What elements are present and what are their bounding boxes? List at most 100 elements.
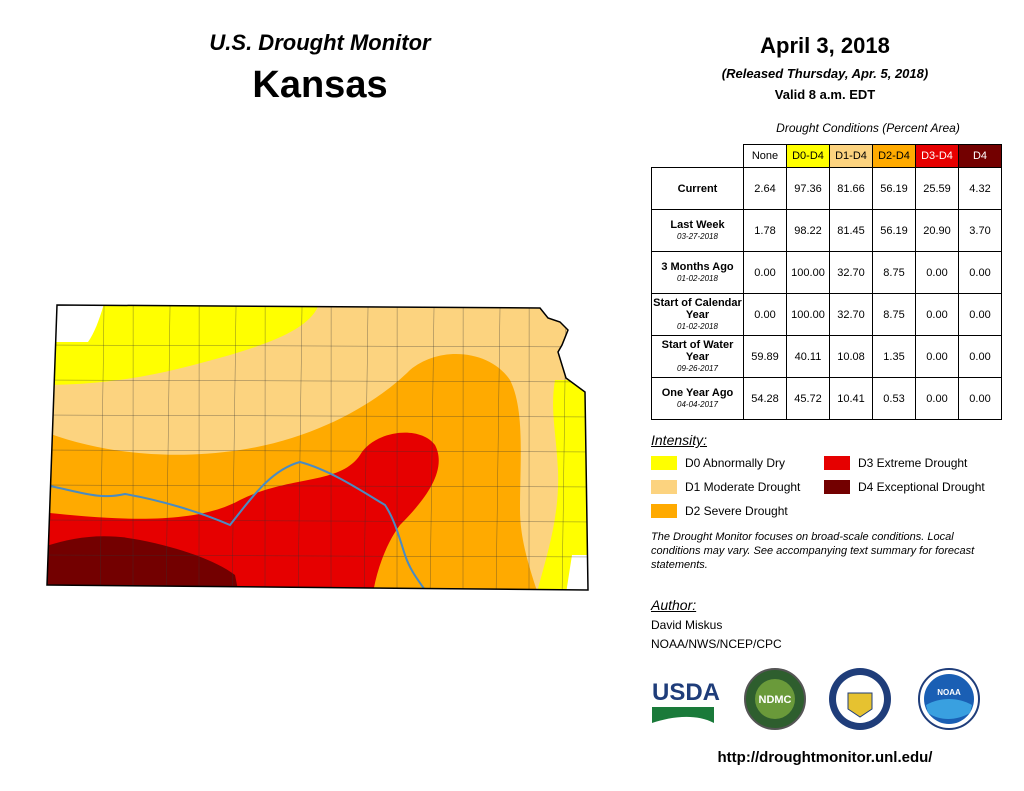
row-date: 01-02-2018 xyxy=(677,321,718,331)
value-cell: 1.35 xyxy=(872,335,916,378)
data-row: Last Week 03-27-2018 1.78 98.22 81.45 56.19 20… xyxy=(651,209,1002,252)
legend-item: D4 Exceptional Drought xyxy=(824,480,985,494)
value-cell: 3.70 xyxy=(958,209,1002,252)
legend-item: D1 Moderate Drought xyxy=(651,480,800,494)
column-header: None xyxy=(743,144,787,168)
legend-label: D2 Severe Drought xyxy=(685,504,788,518)
note: The Drought Monitor focuses on broad-sca… xyxy=(651,531,975,571)
table-caption: Drought Conditions (Percent Area) xyxy=(776,121,960,135)
data-row: Start of Water Year 09-26-2017 59.89 40.11 1… xyxy=(651,335,1002,378)
legend-swatch xyxy=(651,480,677,494)
state-title: Kansas xyxy=(252,64,388,106)
value-cell: 25.59 xyxy=(915,167,959,210)
value-cell: 56.19 xyxy=(872,167,916,210)
author-name: David Miskus xyxy=(651,618,723,632)
county-line xyxy=(47,379,588,383)
row-label: Start of Water Year xyxy=(661,338,734,363)
row-label: Start of Calendar Year xyxy=(653,296,742,321)
noaa-logo: NOAA xyxy=(918,668,980,730)
value-cell: 54.28 xyxy=(743,377,787,420)
value-cell: 81.45 xyxy=(829,209,873,252)
value-cell: 4.32 xyxy=(958,167,1002,210)
county-line xyxy=(495,305,501,590)
state-outline xyxy=(46,304,589,591)
header-row: None D0-D4 D1-D4 D2-D4 D3-D4 D4 xyxy=(652,144,1002,168)
no-drought-se xyxy=(565,555,588,590)
county-line xyxy=(47,344,588,348)
data-row: One Year Ago 04-04-2017 54.28 45.72 10.41 0.5… xyxy=(651,377,1002,420)
row-label: 3 Months Ago xyxy=(661,260,734,273)
value-cell: 0.00 xyxy=(915,377,959,420)
value-cell: 0.53 xyxy=(872,377,916,420)
map xyxy=(46,304,589,591)
value-cell: 32.70 xyxy=(829,251,873,294)
value-cell: 100.00 xyxy=(786,293,830,336)
ndmc-text: NDMC xyxy=(759,694,792,706)
county-line xyxy=(165,305,171,590)
value-cell: 0.00 xyxy=(743,251,787,294)
legend-item: D2 Severe Drought xyxy=(651,504,788,518)
doc-logo xyxy=(829,668,891,730)
d4-area xyxy=(47,536,240,590)
data-row: Start of Calendar Year 01-02-2018 0.00 100.… xyxy=(651,293,1002,336)
value-cell: 0.00 xyxy=(915,293,959,336)
row-label: One Year Ago xyxy=(661,386,734,399)
column-header: D4 xyxy=(958,144,1002,168)
value-cell: 10.41 xyxy=(829,377,873,420)
release-date: (Released Thursday, Apr. 5, 2018) xyxy=(721,66,929,81)
value-cell: 100.00 xyxy=(786,251,830,294)
d0-area xyxy=(47,305,320,385)
value-cell: 1.78 xyxy=(743,209,787,252)
value-cell: 81.66 xyxy=(829,167,873,210)
program-title: U.S. Drought Monitor xyxy=(209,30,431,55)
value-cell: 2.64 xyxy=(743,167,787,210)
row-date: 04-04-2017 xyxy=(677,399,718,409)
value-cell: 10.08 xyxy=(829,335,873,378)
county-line xyxy=(231,305,237,590)
legend-swatch xyxy=(651,504,677,518)
value-cell: 32.70 xyxy=(829,293,873,336)
row-label-cell: Start of Calendar Year 01-02-2018 xyxy=(651,293,744,336)
noaa-wave xyxy=(926,699,972,719)
usda-text: USDA xyxy=(652,679,720,706)
noaa-text: NOAA xyxy=(937,688,961,697)
doc-shield xyxy=(847,692,873,718)
d0-area-east xyxy=(535,380,588,590)
row-date: 01-02-2018 xyxy=(677,273,718,283)
county-line xyxy=(47,589,588,590)
row-date: 03-27-2018 xyxy=(677,231,718,241)
county-line xyxy=(47,519,588,523)
county-line xyxy=(47,554,588,558)
value-cell: 59.89 xyxy=(743,335,787,378)
logos: USDA NDMC NOAA xyxy=(652,668,980,730)
county-line xyxy=(297,305,303,590)
url[interactable]: http://droughtmonitor.unl.edu/ xyxy=(717,749,933,766)
row-label-cell: Start of Water Year 09-26-2017 xyxy=(651,335,744,378)
column-header: D0-D4 xyxy=(786,144,830,168)
value-cell: 0.00 xyxy=(915,251,959,294)
column-header: D2-D4 xyxy=(872,144,916,168)
legend-label: D0 Abnormally Dry xyxy=(685,456,786,470)
legend-item: D0 Abnormally Dry xyxy=(651,456,785,470)
legend-swatch xyxy=(651,456,677,470)
drought-areas xyxy=(47,305,588,590)
value-cell: 8.75 xyxy=(872,293,916,336)
row-label: Current xyxy=(677,182,718,195)
legend-swatch xyxy=(824,480,850,494)
conditions-table: None D0-D4 D1-D4 D2-D4 D3-D4 D4 Current 2.64 97.… xyxy=(651,144,1002,420)
value-cell: 0.00 xyxy=(958,251,1002,294)
date-title: April 3, 2018 xyxy=(760,33,890,58)
author-org: NOAA/NWS/NCEP/CPC xyxy=(651,637,782,651)
data-row: Current 2.64 97.36 81.66 56.19 25.59 4.32 xyxy=(651,167,1002,210)
row-label-cell: Current xyxy=(651,167,744,210)
arkansas-river xyxy=(49,460,426,590)
usda-logo: USDA xyxy=(652,679,720,723)
county-line xyxy=(47,449,588,453)
ndmc-center xyxy=(755,679,795,719)
author-title: Author: xyxy=(651,597,697,613)
corner-cell xyxy=(652,145,744,168)
column-header: D3-D4 xyxy=(915,144,959,168)
value-cell: 45.72 xyxy=(786,377,830,420)
county-lines xyxy=(47,305,588,590)
